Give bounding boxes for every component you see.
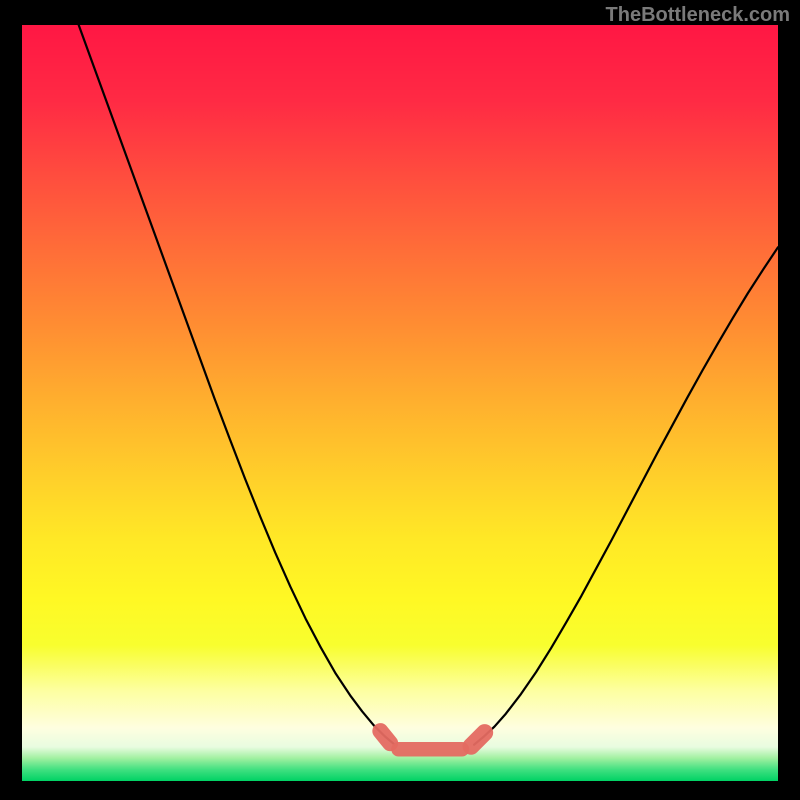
chart-container: TheBottleneck.com (0, 0, 800, 800)
marker-segment (471, 733, 485, 747)
curve-overlay (22, 25, 778, 781)
plot-area (22, 25, 778, 781)
left-curve (79, 25, 395, 745)
marker-segment (380, 731, 390, 743)
right-curve (474, 247, 778, 744)
watermark-text: TheBottleneck.com (606, 4, 790, 27)
bottom-markers (380, 731, 484, 749)
